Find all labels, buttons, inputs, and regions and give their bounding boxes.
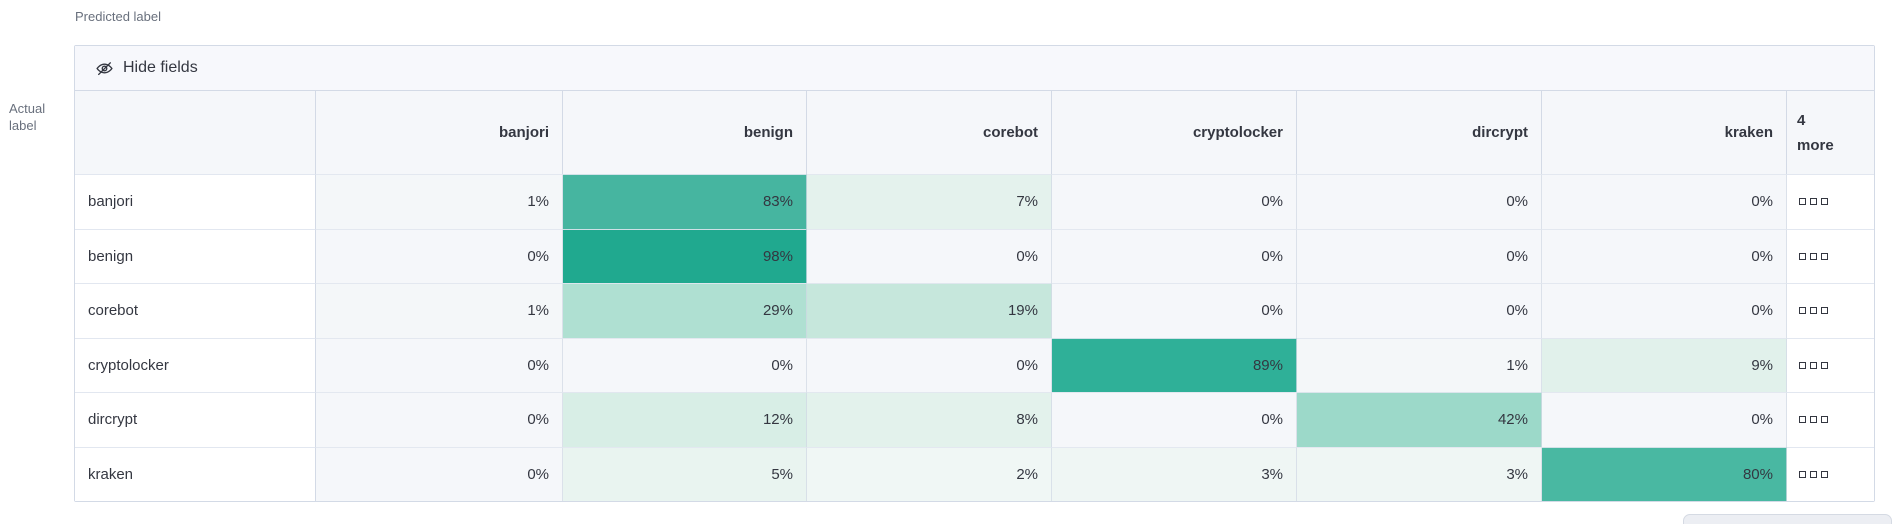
matrix-cell-dircrypt-benign[interactable]: 12% <box>563 392 807 447</box>
matrix-cell-cryptolocker-cryptolocker[interactable]: 89% <box>1052 337 1297 392</box>
row-overflow-benign[interactable] <box>1787 228 1874 283</box>
row-overflow-kraken[interactable] <box>1787 446 1874 501</box>
matrix-cell-corebot-corebot[interactable]: 19% <box>807 283 1052 338</box>
matrix-cell-cryptolocker-dircrypt[interactable]: 1% <box>1297 337 1542 392</box>
row-label-kraken[interactable]: kraken <box>75 446 316 501</box>
boxes-horizontal-icon <box>1821 361 1828 369</box>
boxes-horizontal-icon <box>1821 416 1828 424</box>
row-label-banjori[interactable]: banjori <box>75 174 316 229</box>
matrix-cell-kraken-dircrypt[interactable]: 3% <box>1297 446 1542 501</box>
column-header-benign[interactable]: benign <box>563 91 807 174</box>
boxes-horizontal-icon <box>1821 307 1828 315</box>
matrix-cell-dircrypt-kraken[interactable]: 0% <box>1542 392 1787 447</box>
matrix-cell-kraken-kraken[interactable]: 80% <box>1542 446 1787 501</box>
matrix-cell-banjori-cryptolocker[interactable]: 0% <box>1052 174 1297 229</box>
column-header-kraken[interactable]: kraken <box>1542 91 1787 174</box>
matrix-cell-dircrypt-banjori[interactable]: 0% <box>316 392 563 447</box>
matrix-cell-corebot-kraken[interactable]: 0% <box>1542 283 1787 338</box>
matrix-cell-benign-benign[interactable]: 98% <box>563 228 807 283</box>
boxes-horizontal-icon <box>1799 470 1806 478</box>
matrix-cell-cryptolocker-corebot[interactable]: 0% <box>807 337 1052 392</box>
column-header-corebot[interactable]: corebot <box>807 91 1052 174</box>
boxes-horizontal-icon <box>1810 470 1817 478</box>
matrix-cell-cryptolocker-kraken[interactable]: 9% <box>1542 337 1787 392</box>
matrix-cell-corebot-dircrypt[interactable]: 0% <box>1297 283 1542 338</box>
matrix-cell-dircrypt-dircrypt[interactable]: 42% <box>1297 392 1542 447</box>
matrix-cell-corebot-benign[interactable]: 29% <box>563 283 807 338</box>
boxes-horizontal-icon <box>1799 252 1806 260</box>
boxes-horizontal-icon <box>1821 470 1828 478</box>
row-label-cryptolocker[interactable]: cryptolocker <box>75 337 316 392</box>
hide-fields-button[interactable]: Hide fields <box>95 59 198 78</box>
row-overflow-banjori[interactable] <box>1787 174 1874 229</box>
matrix-cell-cryptolocker-banjori[interactable]: 0% <box>316 337 563 392</box>
matrix-cell-kraken-banjori[interactable]: 0% <box>316 446 563 501</box>
more-count: 4 <box>1797 111 1806 129</box>
eye-closed-icon <box>95 59 114 78</box>
row-overflow-corebot[interactable] <box>1787 283 1874 338</box>
hide-fields-label: Hide fields <box>123 59 198 76</box>
column-header-banjori[interactable]: banjori <box>316 91 563 174</box>
boxes-horizontal-icon <box>1799 361 1806 369</box>
matrix-cell-benign-dircrypt[interactable]: 0% <box>1297 228 1542 283</box>
matrix-cell-dircrypt-cryptolocker[interactable]: 0% <box>1052 392 1297 447</box>
matrix-cell-corebot-banjori[interactable]: 1% <box>316 283 563 338</box>
confusion-matrix-panel: Hide fields banjori benign corebot cryptolo… <box>74 45 1875 502</box>
confusion-grid: banjori benign corebot cryptolocker dircrypt… <box>75 91 1874 501</box>
matrix-cell-benign-corebot[interactable]: 0% <box>807 228 1052 283</box>
predicted-label-axis-title: Predicted label <box>75 9 161 24</box>
matrix-cell-banjori-corebot[interactable]: 7% <box>807 174 1052 229</box>
row-label-dircrypt[interactable]: dircrypt <box>75 392 316 447</box>
boxes-horizontal-icon <box>1821 198 1828 206</box>
boxes-horizontal-icon <box>1810 416 1817 424</box>
matrix-cell-benign-cryptolocker[interactable]: 0% <box>1052 228 1297 283</box>
matrix-cell-banjori-banjori[interactable]: 1% <box>316 174 563 229</box>
matrix-cell-kraken-cryptolocker[interactable]: 3% <box>1052 446 1297 501</box>
more-word: more <box>1797 136 1834 154</box>
actual-label-line2: label <box>9 118 37 133</box>
boxes-horizontal-icon <box>1810 361 1817 369</box>
boxes-horizontal-icon <box>1810 252 1817 260</box>
boxes-horizontal-icon <box>1810 198 1817 206</box>
column-header-dircrypt[interactable]: dircrypt <box>1297 91 1542 174</box>
boxes-horizontal-icon <box>1799 416 1806 424</box>
matrix-cell-cryptolocker-benign[interactable]: 0% <box>563 337 807 392</box>
matrix-cell-kraken-benign[interactable]: 5% <box>563 446 807 501</box>
boxes-horizontal-icon <box>1799 307 1806 315</box>
actual-label-axis-title: Actual label <box>9 100 69 134</box>
row-label-benign[interactable]: benign <box>75 228 316 283</box>
column-header-cryptolocker[interactable]: cryptolocker <box>1052 91 1297 174</box>
matrix-cell-banjori-benign[interactable]: 83% <box>563 174 807 229</box>
column-header-corner <box>75 91 316 174</box>
boxes-horizontal-icon <box>1821 252 1828 260</box>
row-label-corebot[interactable]: corebot <box>75 283 316 338</box>
row-overflow-cryptolocker[interactable] <box>1787 337 1874 392</box>
row-overflow-dircrypt[interactable] <box>1787 392 1874 447</box>
matrix-cell-banjori-dircrypt[interactable]: 0% <box>1297 174 1542 229</box>
horizontal-scrollbar-thumb[interactable] <box>1683 514 1892 524</box>
data-grid-toolbar: Hide fields <box>75 46 1874 91</box>
matrix-cell-benign-kraken[interactable]: 0% <box>1542 228 1787 283</box>
matrix-cell-banjori-kraken[interactable]: 0% <box>1542 174 1787 229</box>
column-header-more[interactable]: 4 more <box>1787 91 1874 174</box>
actual-label-line1: Actual <box>9 101 46 116</box>
matrix-cell-benign-banjori[interactable]: 0% <box>316 228 563 283</box>
matrix-cell-dircrypt-corebot[interactable]: 8% <box>807 392 1052 447</box>
boxes-horizontal-icon <box>1799 198 1806 206</box>
matrix-cell-kraken-corebot[interactable]: 2% <box>807 446 1052 501</box>
boxes-horizontal-icon <box>1810 307 1817 315</box>
matrix-cell-corebot-cryptolocker[interactable]: 0% <box>1052 283 1297 338</box>
